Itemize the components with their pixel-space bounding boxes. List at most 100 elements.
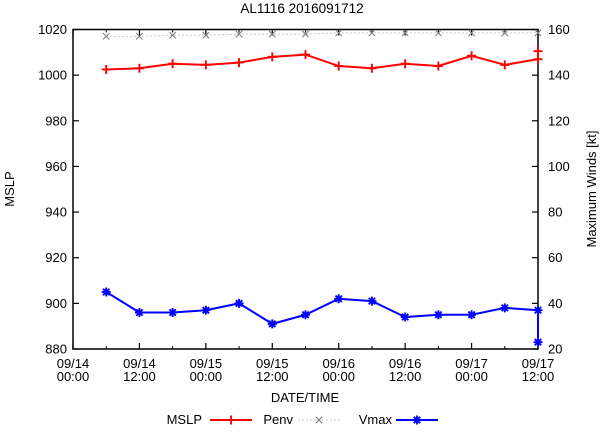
x-axis-ticks: 09/1400:0009/1412:0009/1500:0009/1512:00… [57,29,555,384]
data-point-marker [301,30,310,38]
legend-item-penv: Penv [263,412,340,427]
x-tick-time: 00:00 [455,369,488,384]
series-line-mslp [106,51,539,71]
data-point-marker [201,305,211,315]
data-point-marker [500,60,510,70]
y-left-tick-label: 940 [45,205,67,220]
data-point-marker [134,63,144,73]
legend-label: Penv [263,412,293,427]
x-tick-time: 12:00 [522,369,555,384]
y-right-tick-label: 20 [548,342,562,357]
data-point-marker [168,59,178,69]
data-point-marker [433,61,443,71]
legend: MSLP Penv Vmax [167,412,438,427]
x-tick-date: 09/15 [190,356,223,371]
data-point-marker [501,29,509,37]
chart-generated-layer: 880 900 920 940 960 980 1000 1020 20 40 60 80 100 120… [38,22,570,427]
y-right-tick-label: 40 [548,296,562,311]
x-tick-time: 12:00 [123,369,156,384]
x-tick-time: 12:00 [256,369,289,384]
y-right-tick-label: 100 [548,159,570,174]
data-point-marker [533,305,543,315]
data-point-marker [434,29,442,37]
data-point-marker [334,294,344,304]
data-point-marker [401,29,409,37]
x-tick-date: 09/14 [123,356,156,371]
data-point-marker [412,415,422,425]
data-point-marker [400,59,410,69]
y-left-tick-label: 880 [45,342,67,357]
data-point-marker [368,29,376,37]
x-tick-date: 09/16 [389,356,422,371]
data-point-marker [367,63,377,73]
x-tick-time: 12:00 [389,369,422,384]
plot-border [72,28,539,350]
data-point-marker [135,32,144,40]
data-point-marker [267,319,277,329]
series-penv [102,29,542,40]
data-point-marker [201,60,211,70]
data-point-marker [234,298,244,308]
x-tick-date: 09/15 [256,356,289,371]
y-right-tick-label: 160 [548,22,570,37]
data-point-marker [367,296,377,306]
data-point-marker [226,415,236,425]
y-left-tick-label: 960 [45,159,67,174]
data-point-marker [467,29,476,37]
data-point-marker [500,303,510,313]
data-point-marker [467,310,477,320]
x-tick-date: 09/14 [57,356,90,371]
legend-label: MSLP [167,412,202,427]
data-point-marker [202,31,210,39]
y-right-tick-label: 60 [548,250,562,265]
y-right-tick-label: 80 [548,205,562,220]
data-point-marker [168,307,178,317]
y-left-tick-label: 980 [45,113,67,128]
x-tick-date: 09/16 [322,356,355,371]
x-tick-time: 00:00 [190,369,223,384]
y-right-tick-label: 140 [548,68,570,83]
data-point-marker [169,31,177,39]
x-tick-date: 09/17 [522,356,555,371]
data-point-marker [315,416,323,424]
y-left-tick-label: 920 [45,250,67,265]
data-point-marker [134,307,144,317]
data-point-marker [467,51,477,61]
data-point-marker [533,46,543,56]
y-right-tick-label: 120 [548,113,570,128]
data-point-marker [433,310,443,320]
y-axis-label-right: Maximum Winds [kt] [584,130,599,247]
data-point-marker [101,64,111,74]
legend-label: Vmax [359,412,393,427]
y-axis-ticks: 880 900 920 940 960 980 1000 1020 20 40 60 80 100 120… [38,22,570,357]
data-point-marker [301,50,310,60]
data-point-marker [101,287,111,297]
y-left-tick-label: 900 [45,296,67,311]
legend-item-mslp: MSLP [167,412,252,427]
series-mslp [101,46,543,74]
y-left-tick-label: 1020 [38,22,67,37]
data-point-marker [533,54,543,64]
x-axis-label: DATE/TIME [271,390,340,405]
data-point-marker [235,30,243,38]
data-point-marker [335,29,343,37]
series-vmax [101,287,543,347]
data-point-marker [267,52,277,62]
legend-item-vmax: Vmax [359,412,438,427]
data-point-marker [102,32,110,40]
data-point-marker [234,58,244,68]
chart-title: AL1116 2016091712 [240,1,363,16]
data-point-marker [268,30,276,38]
data-point-marker [334,61,344,71]
x-tick-date: 09/17 [455,356,488,371]
x-tick-time: 00:00 [322,369,355,384]
y-axis-label-left: MSLP [2,171,17,206]
y-left-tick-label: 1000 [38,68,67,83]
data-point-marker [400,312,410,322]
data-point-marker [301,310,310,320]
data-point-marker [533,337,543,347]
data-point-marker [534,29,542,37]
x-tick-time: 00:00 [57,369,90,384]
